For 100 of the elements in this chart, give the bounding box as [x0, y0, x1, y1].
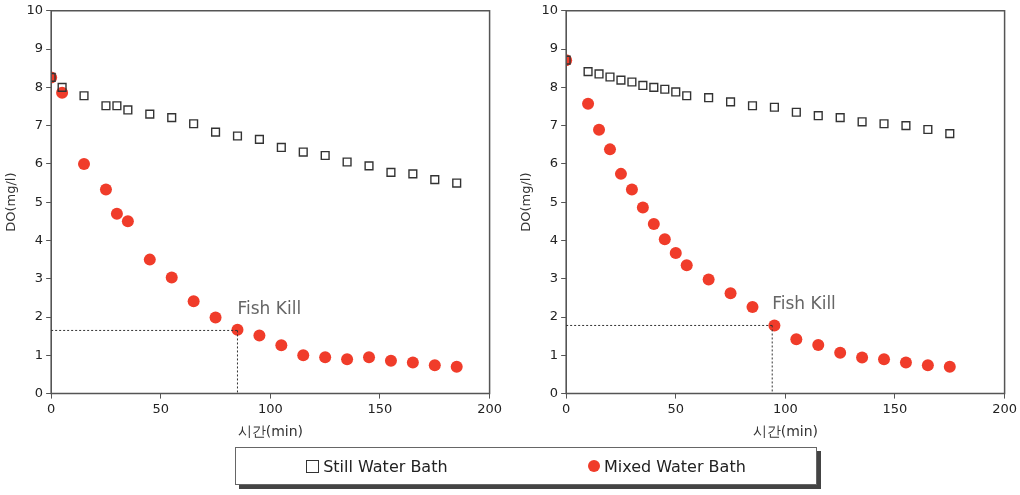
- y-tick-label: 8: [549, 78, 559, 94]
- point: [408, 169, 418, 179]
- y-tick-label: 4: [34, 231, 44, 247]
- point: [112, 101, 122, 111]
- point: [879, 119, 889, 129]
- x-tick-label: 100: [772, 400, 798, 416]
- y-tick-label: 8: [34, 78, 44, 94]
- point: [167, 113, 177, 123]
- x-tick-label: 200: [992, 400, 1018, 416]
- point: [143, 253, 156, 266]
- point: [593, 123, 606, 136]
- point: [582, 97, 595, 110]
- point: [704, 93, 714, 103]
- point: [605, 72, 615, 82]
- point: [647, 218, 660, 231]
- y-tick-label: 3: [34, 270, 44, 286]
- point: [189, 119, 199, 129]
- y-tick-label: 0: [549, 384, 559, 400]
- point: [386, 167, 396, 177]
- x-tick-label: 100: [257, 400, 283, 416]
- point: [78, 157, 91, 170]
- y-tick-label: 9: [549, 40, 559, 56]
- point: [254, 134, 264, 145]
- x-tick-label: 50: [667, 400, 685, 416]
- y-tick-label: 7: [34, 117, 44, 133]
- x-tick-label: 150: [367, 400, 393, 416]
- point: [123, 105, 133, 115]
- x-tick-label: 0: [47, 400, 56, 416]
- point: [658, 233, 671, 246]
- y-tick-label: 2: [34, 308, 44, 324]
- point: [145, 109, 155, 119]
- point: [746, 301, 759, 314]
- point: [364, 161, 374, 171]
- point: [342, 157, 352, 167]
- point: [341, 353, 354, 366]
- y-axis-title: DO(mg/l): [3, 172, 19, 232]
- point: [813, 111, 823, 121]
- y-tick-label: 6: [34, 155, 44, 171]
- legend-label: Mixed Water Bath: [603, 456, 746, 476]
- point: [768, 319, 781, 332]
- x-tick-label: 200: [477, 400, 503, 416]
- point: [320, 150, 330, 161]
- point: [682, 91, 692, 101]
- point: [384, 354, 397, 367]
- point: [899, 356, 912, 369]
- point: [319, 351, 332, 364]
- point: [857, 117, 867, 127]
- y-tick-label: 9: [34, 40, 44, 56]
- x-axis-title: 시간(min): [237, 423, 304, 440]
- point: [298, 147, 308, 157]
- annotation: Fish Kill: [237, 298, 302, 319]
- point: [363, 351, 376, 364]
- point: [856, 351, 869, 364]
- point: [945, 129, 955, 139]
- point: [583, 67, 593, 77]
- point: [450, 360, 463, 373]
- y-tick-label: 4: [549, 231, 559, 247]
- point: [812, 338, 825, 351]
- y-tick-label: 7: [549, 117, 559, 133]
- point: [603, 143, 616, 156]
- point: [187, 295, 200, 308]
- point: [616, 75, 626, 85]
- point: [165, 271, 178, 284]
- point: [725, 97, 736, 107]
- y-tick-label: 5: [34, 193, 44, 209]
- point: [878, 353, 891, 366]
- point: [834, 346, 847, 359]
- point: [627, 77, 637, 87]
- y-axis-title: DO(mg/l): [518, 172, 534, 232]
- point: [121, 215, 134, 228]
- point: [276, 142, 286, 153]
- point: [110, 207, 123, 220]
- point: [625, 183, 638, 196]
- point: [57, 82, 67, 92]
- point: [275, 339, 288, 352]
- x-tick-label: 150: [882, 400, 908, 416]
- x-axis-title: 시간(min): [752, 423, 819, 440]
- point: [430, 175, 440, 185]
- point: [649, 82, 659, 92]
- x-tick-label: 50: [152, 400, 170, 416]
- point: [769, 102, 779, 112]
- point: [101, 101, 111, 111]
- point: [99, 183, 112, 196]
- point: [638, 80, 648, 91]
- point: [669, 247, 682, 260]
- point: [253, 329, 266, 342]
- y-tick-label: 6: [549, 155, 559, 171]
- point: [791, 107, 801, 117]
- y-tick-label: 1: [549, 346, 559, 362]
- point: [790, 333, 803, 346]
- point: [671, 87, 681, 97]
- point: [943, 360, 956, 373]
- point: [297, 349, 310, 362]
- y-tick-label: 1: [34, 346, 44, 362]
- point: [79, 91, 89, 101]
- point: [921, 359, 934, 372]
- annotation: Fish Kill: [772, 293, 836, 314]
- point: [680, 259, 693, 272]
- point: [724, 287, 737, 300]
- y-tick-label: 2: [549, 308, 559, 324]
